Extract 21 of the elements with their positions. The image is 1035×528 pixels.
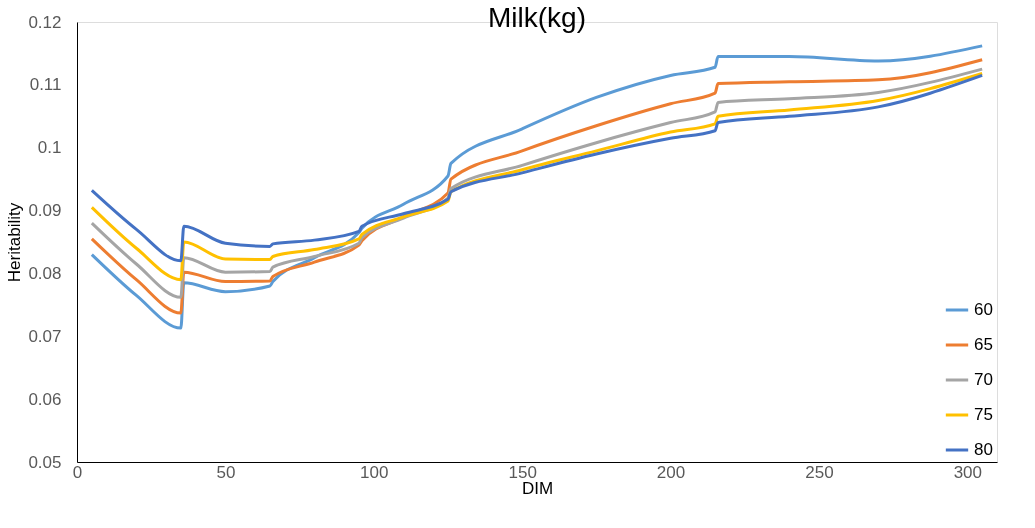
legend-label: 80 [974,440,993,459]
y-tick-label: 0.07 [28,326,62,346]
y-tick-label: 0.05 [28,452,62,472]
legend-label: 65 [974,335,993,354]
chart-title: Milk(kg) [488,2,586,33]
y-axis-title: Heritability [5,202,25,283]
y-tick-label: 0.12 [28,12,62,32]
y-tick-label: 0.1 [37,138,62,158]
y-tick-label: 0.11 [29,75,62,95]
y-tick-label: 0.08 [28,263,62,283]
y-tick-label: 0.06 [28,389,62,409]
x-tick-label: 0 [72,462,83,482]
x-tick-label: 250 [805,462,834,482]
x-tick-label: 200 [656,462,686,482]
x-tick-label: 100 [360,462,389,482]
x-tick-label: 50 [216,462,236,482]
y-tick-label: 0.09 [28,201,62,221]
legend-label: 60 [974,300,993,319]
legend-label: 70 [974,370,993,389]
x-tick-label: 300 [953,462,983,482]
legend-label: 75 [974,405,993,424]
